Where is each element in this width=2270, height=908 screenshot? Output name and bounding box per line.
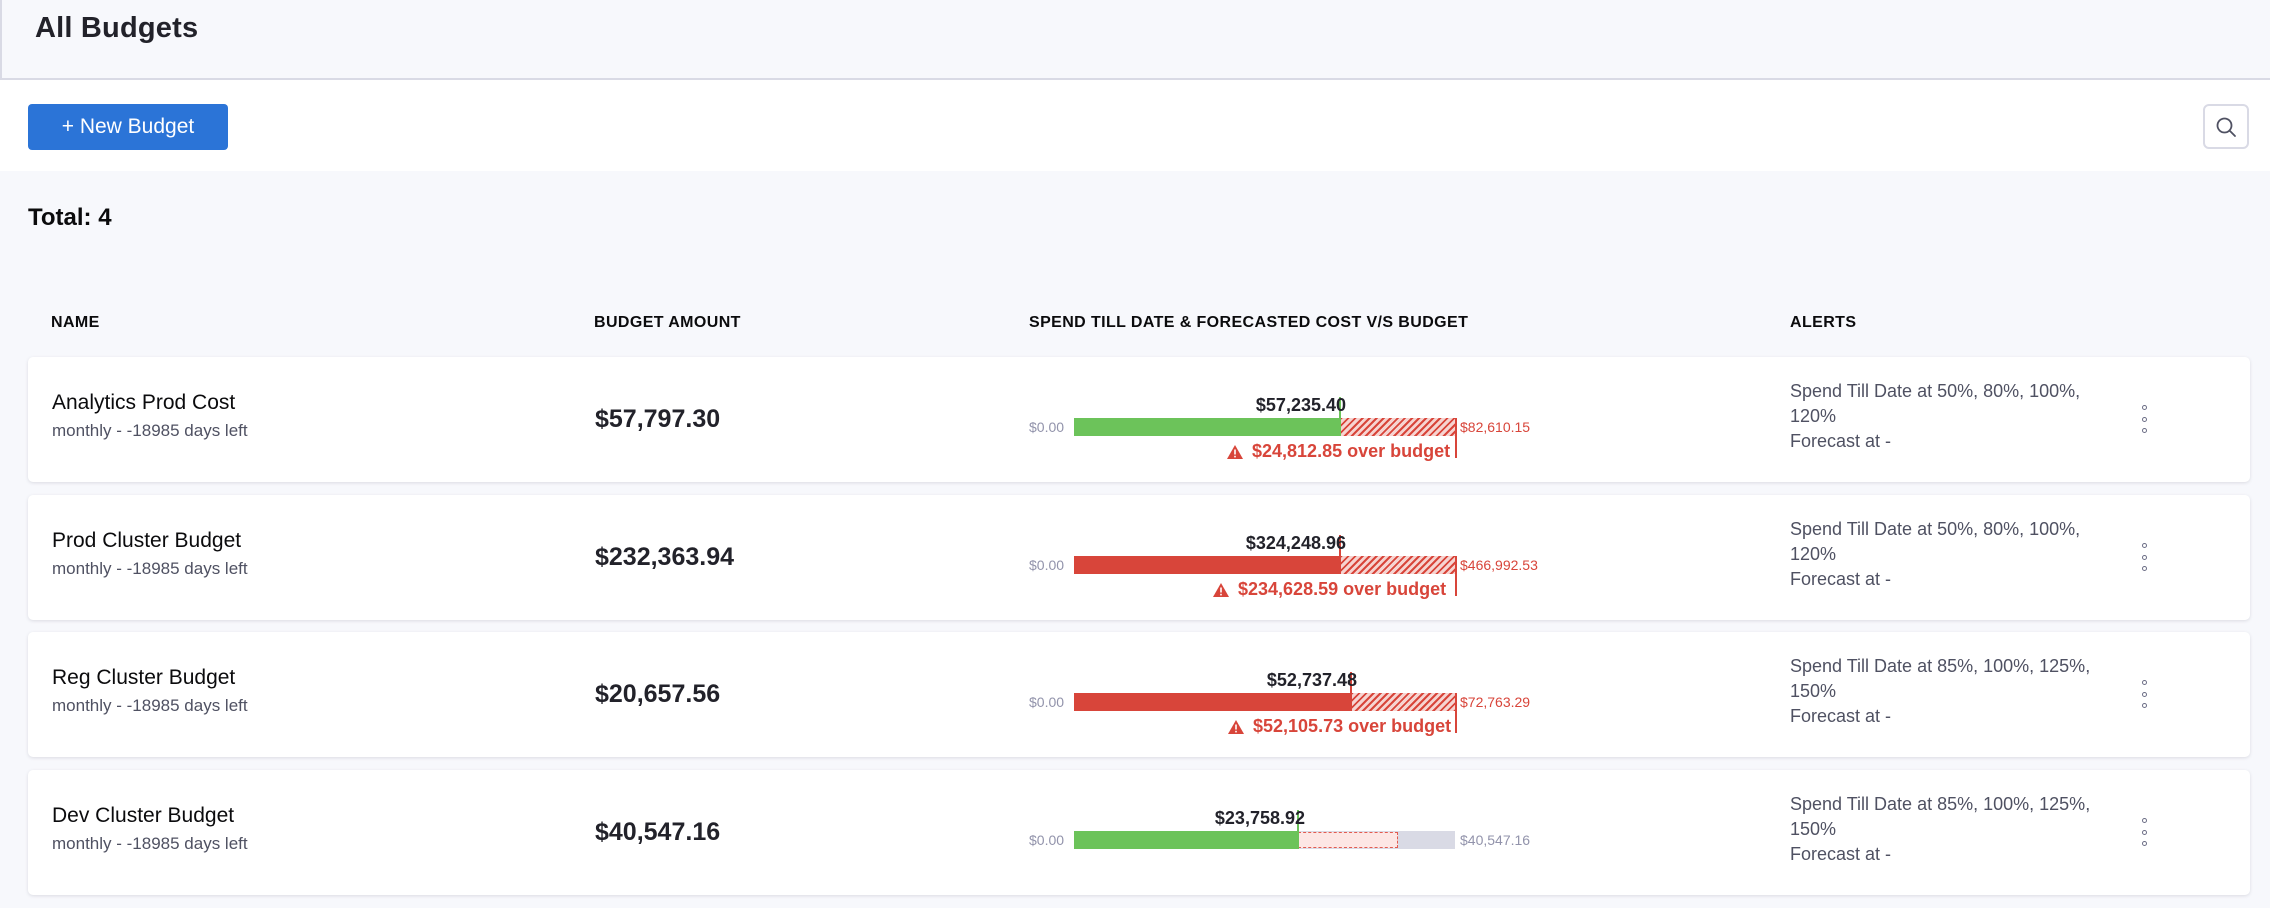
budget-row[interactable]: Prod Cluster Budget monthly - -18985 day… bbox=[28, 495, 2250, 620]
spend-bar bbox=[1074, 693, 1353, 711]
alerts-cell: Spend Till Date at 85%, 100%, 125%, 150%… bbox=[1790, 654, 2110, 729]
row-more-menu-button[interactable] bbox=[2134, 680, 2154, 708]
forecast-marker bbox=[1455, 556, 1457, 596]
over-budget-text: $234,628.59 over budget bbox=[1238, 579, 1447, 599]
budget-row[interactable]: Dev Cluster Budget monthly - -18985 days… bbox=[28, 770, 2250, 895]
forecast-value-label: $466,992.53 bbox=[1460, 557, 1538, 573]
new-budget-button[interactable]: + New Budget bbox=[28, 104, 228, 150]
alerts-cell: Spend Till Date at 50%, 80%, 100%, 120% … bbox=[1790, 379, 2110, 454]
alert-spend-text: Spend Till Date at 85%, 100%, 125%, 150% bbox=[1790, 656, 2091, 701]
column-header-budget-amount: BUDGET AMOUNT bbox=[594, 314, 741, 331]
spend-bar bbox=[1074, 418, 1342, 436]
forecast-marker bbox=[1455, 418, 1457, 458]
budget-period: monthly - -18985 days left bbox=[52, 421, 248, 440]
page-title: All Budgets bbox=[35, 12, 199, 44]
forecast-value-label: $72,763.29 bbox=[1460, 694, 1531, 710]
spend-value-label: $52,737.48 bbox=[1266, 670, 1357, 690]
budget-amount: $20,657.56 bbox=[595, 680, 721, 708]
budget-row[interactable]: Analytics Prod Cost monthly - -18985 day… bbox=[28, 357, 2250, 482]
chart-zero-label: $0.00 bbox=[1029, 694, 1065, 710]
row-more-menu-button[interactable] bbox=[2134, 543, 2154, 571]
forecast-bar bbox=[1298, 832, 1398, 848]
alert-spend-text: Spend Till Date at 50%, 80%, 100%, 120% bbox=[1790, 519, 2081, 564]
alerts-cell: Spend Till Date at 50%, 80%, 100%, 120% … bbox=[1790, 517, 2110, 592]
spend-marker bbox=[1297, 810, 1299, 849]
budget-marker bbox=[1350, 672, 1352, 711]
chart-zero-label: $0.00 bbox=[1029, 832, 1065, 848]
forecast-bar bbox=[1351, 693, 1457, 711]
forecast-bar bbox=[1340, 556, 1457, 574]
spend-value-label: $23,758.92 bbox=[1214, 808, 1305, 828]
column-header-alerts: ALERTS bbox=[1790, 314, 1857, 331]
budget-name[interactable]: Dev Cluster Budget bbox=[52, 804, 235, 827]
total-count: Total: 4 bbox=[28, 204, 112, 231]
budget-period: monthly - -18985 days left bbox=[52, 696, 248, 715]
alert-spend-text: Spend Till Date at 85%, 100%, 125%, 150% bbox=[1790, 794, 2091, 839]
spend-value-label: $57,235.40 bbox=[1255, 395, 1346, 415]
alert-forecast-text: Forecast at - bbox=[1790, 844, 1892, 864]
budget-marker bbox=[1339, 397, 1341, 436]
search-icon bbox=[2216, 117, 2236, 137]
alert-forecast-text: Forecast at - bbox=[1790, 431, 1892, 451]
column-header-spend: SPEND TILL DATE & FORECASTED COST V/S BU… bbox=[1029, 314, 1469, 331]
forecast-bar bbox=[1340, 418, 1457, 436]
over-budget-text: $52,105.73 over budget bbox=[1253, 716, 1452, 736]
warning-icon bbox=[1228, 719, 1244, 734]
warning-icon bbox=[1213, 582, 1229, 597]
page-header: All Budgets bbox=[0, 0, 2270, 80]
alert-forecast-text: Forecast at - bbox=[1790, 569, 1892, 589]
budget-name[interactable]: Analytics Prod Cost bbox=[52, 391, 236, 414]
over-budget-warning: $24,812.85 over budget bbox=[1226, 441, 1450, 462]
toolbar: + New Budget bbox=[0, 81, 2270, 171]
budget-amount: $57,797.30 bbox=[595, 405, 721, 433]
budget-list: Total: 4 NAME BUDGET AMOUNT SPEND TILL D… bbox=[0, 171, 2270, 908]
over-budget-text: $24,812.85 over budget bbox=[1252, 441, 1451, 461]
budget-row[interactable]: Reg Cluster Budget monthly - -18985 days… bbox=[28, 632, 2250, 757]
budget-amount: $40,547.16 bbox=[595, 818, 721, 846]
budget-name[interactable]: Prod Cluster Budget bbox=[52, 529, 242, 552]
over-budget-warning: $234,628.59 over budget bbox=[1212, 579, 1446, 600]
budget-period: monthly - -18985 days left bbox=[52, 834, 248, 853]
column-header-name: NAME bbox=[51, 314, 100, 331]
alert-spend-text: Spend Till Date at 50%, 80%, 100%, 120% bbox=[1790, 381, 2081, 426]
warning-icon bbox=[1227, 444, 1243, 459]
forecast-marker bbox=[1455, 693, 1457, 733]
budget-marker bbox=[1339, 535, 1341, 574]
spend-bar bbox=[1074, 556, 1342, 574]
budget-amount: $232,363.94 bbox=[595, 543, 735, 571]
search-button[interactable] bbox=[2203, 104, 2249, 149]
chart-zero-label: $0.00 bbox=[1029, 419, 1065, 435]
budget-name[interactable]: Reg Cluster Budget bbox=[52, 666, 236, 689]
alerts-cell: Spend Till Date at 85%, 100%, 125%, 150%… bbox=[1790, 792, 2110, 867]
row-more-menu-button[interactable] bbox=[2134, 405, 2154, 433]
budget-period: monthly - -18985 days left bbox=[52, 559, 248, 578]
row-more-menu-button[interactable] bbox=[2134, 818, 2154, 846]
alert-forecast-text: Forecast at - bbox=[1790, 706, 1892, 726]
spend-bar bbox=[1074, 831, 1299, 849]
forecast-value-label: $82,610.15 bbox=[1460, 419, 1531, 435]
over-budget-warning: $52,105.73 over budget bbox=[1227, 716, 1451, 737]
spend-value-label: $324,248.96 bbox=[1245, 533, 1346, 553]
chart-zero-label: $0.00 bbox=[1029, 557, 1065, 573]
budget-value-label: $40,547.16 bbox=[1460, 832, 1531, 848]
